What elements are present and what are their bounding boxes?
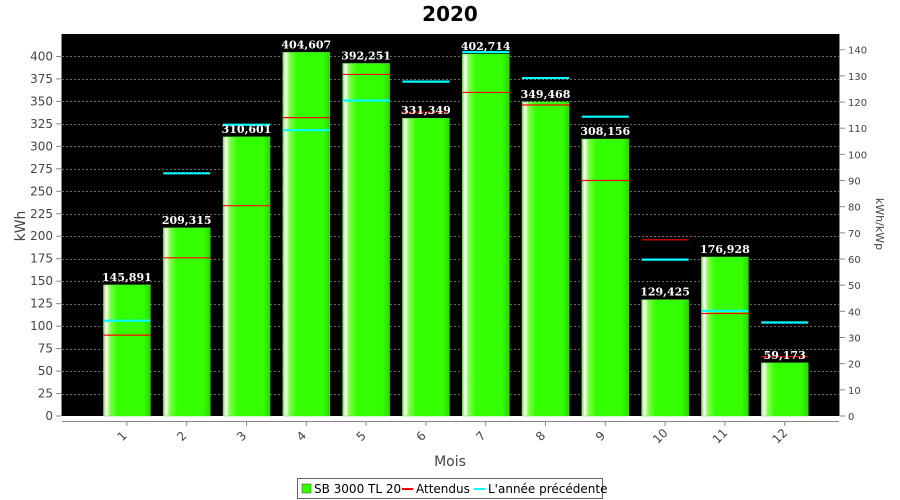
data-label: 209,315 bbox=[162, 214, 212, 227]
legend-label-previous-year: L'année précédente bbox=[488, 482, 607, 496]
y-right-tick-label: 10 bbox=[848, 386, 861, 397]
y-tick-label: 350 bbox=[30, 94, 53, 108]
data-label: 129,425 bbox=[640, 286, 690, 299]
data-label: 310,601 bbox=[222, 123, 272, 136]
y-tick-label: 175 bbox=[30, 252, 53, 266]
bar bbox=[103, 284, 151, 417]
chart-title: 2020 bbox=[422, 2, 478, 26]
x-tick-label: 5 bbox=[354, 429, 369, 444]
bar bbox=[581, 138, 630, 417]
y-tick-label: 250 bbox=[30, 184, 53, 198]
y-tick-label: 325 bbox=[30, 117, 53, 131]
y-tick-label: 275 bbox=[30, 162, 53, 176]
y-right-tick-label: 140 bbox=[848, 46, 867, 57]
bar bbox=[402, 117, 450, 417]
y-tick-label: 225 bbox=[30, 207, 53, 221]
y-right-tick-label: 100 bbox=[848, 150, 867, 161]
data-label: 145,891 bbox=[102, 271, 152, 284]
legend-label-expected: Attendus bbox=[416, 482, 470, 496]
x-axis-ticks: 1 2 3 4 5 6 7 8 9 10 11 12 bbox=[114, 422, 790, 447]
bar bbox=[701, 256, 749, 417]
bar bbox=[521, 101, 570, 417]
data-label: 404,607 bbox=[281, 38, 331, 51]
y-right-tick-label: 50 bbox=[848, 281, 861, 292]
legend: SB 3000 TL 20 Attendus L'année précédent… bbox=[297, 478, 607, 499]
y-right-tick-label: 60 bbox=[848, 255, 861, 266]
legend-box bbox=[297, 478, 603, 499]
y-right-tick-label: 70 bbox=[848, 229, 861, 240]
y-right-tick-label: 30 bbox=[848, 334, 861, 345]
y-tick-label: 375 bbox=[30, 72, 53, 86]
y-axis-right-label: kWh/kWp bbox=[873, 198, 886, 250]
y-axis-label: kWh bbox=[13, 211, 29, 242]
y-right-tick-label: 40 bbox=[848, 307, 861, 318]
x-tick-label: 4 bbox=[294, 429, 309, 444]
x-tick-label: 12 bbox=[770, 426, 791, 447]
bar bbox=[222, 136, 271, 417]
y-tick-label: 150 bbox=[30, 274, 53, 288]
y-tick-label: 75 bbox=[38, 342, 53, 356]
x-tick-label: 7 bbox=[473, 429, 488, 444]
data-label: 402,714 bbox=[461, 40, 511, 53]
x-tick-label: 8 bbox=[533, 429, 548, 444]
x-tick-label: 10 bbox=[650, 426, 671, 447]
x-tick-label: 11 bbox=[710, 426, 731, 447]
y-right-tick-label: 120 bbox=[848, 98, 867, 109]
legend-label-production: SB 3000 TL 20 bbox=[314, 482, 401, 496]
y-tick-label: 400 bbox=[30, 49, 53, 63]
data-label: 349,468 bbox=[521, 88, 571, 101]
y-tick-label: 50 bbox=[38, 364, 53, 378]
legend-swatch-production bbox=[301, 483, 312, 494]
y-right-tick-label: 20 bbox=[848, 360, 861, 371]
bar bbox=[641, 299, 689, 417]
y-tick-label: 300 bbox=[30, 139, 53, 153]
y-tick-label: 100 bbox=[30, 319, 53, 333]
y-right-tick-label: 130 bbox=[848, 72, 867, 83]
x-tick-label: 1 bbox=[114, 429, 129, 444]
x-tick-label: 2 bbox=[174, 429, 189, 444]
bar bbox=[760, 362, 809, 417]
y-right-tick-label: 110 bbox=[848, 124, 867, 135]
bar bbox=[162, 227, 211, 417]
y-right-tick-label: 0 bbox=[848, 412, 854, 423]
bar-series bbox=[103, 52, 809, 417]
bar bbox=[282, 52, 331, 417]
y-tick-label: 200 bbox=[30, 229, 53, 243]
marker-series bbox=[103, 50, 809, 358]
data-labels: 145,891 209,315 310,601 404,607 392,251 331,3… bbox=[102, 38, 806, 361]
y-axis-right-ticks: 0 10 20 30 40 50 60 70 80 90 100 110 120 130 140 bbox=[840, 46, 867, 423]
data-label: 176,928 bbox=[700, 243, 750, 256]
y-tick-label: 25 bbox=[38, 387, 53, 401]
x-tick-label: 3 bbox=[234, 429, 249, 444]
x-tick-label: 6 bbox=[413, 429, 428, 444]
data-label: 308,156 bbox=[580, 125, 630, 138]
y-right-tick-label: 80 bbox=[848, 203, 861, 214]
bar bbox=[461, 53, 510, 417]
y-axis-ticks: 0 25 50 75 100 125 150 175 200 225 250 275 300 325 350… bbox=[30, 49, 61, 423]
x-tick-label: 9 bbox=[593, 429, 608, 444]
data-label: 331,349 bbox=[401, 104, 451, 117]
bar bbox=[342, 63, 390, 417]
data-label: 59,173 bbox=[764, 349, 806, 362]
y-tick-label: 125 bbox=[30, 297, 53, 311]
x-axis-label: Mois bbox=[434, 454, 466, 470]
y-right-tick-label: 90 bbox=[848, 177, 861, 188]
y-tick-label: 0 bbox=[45, 409, 53, 423]
data-label: 392,251 bbox=[341, 49, 391, 62]
